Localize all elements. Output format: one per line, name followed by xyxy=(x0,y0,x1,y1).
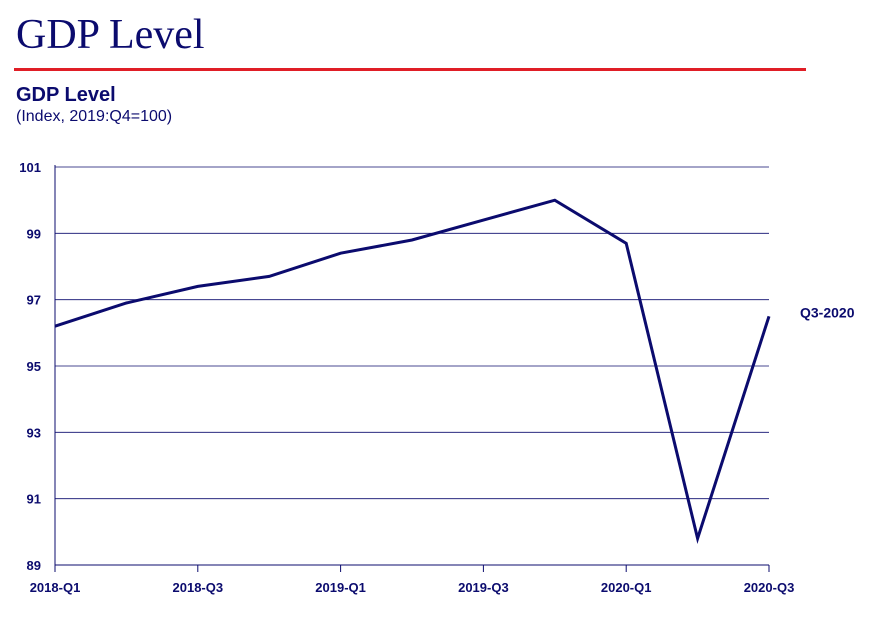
series-group xyxy=(54,198,771,545)
y-tick-labels: 89 91 93 95 97 99 101 xyxy=(19,160,41,573)
x-tick-label-2020-Q1: 2020-Q1 xyxy=(601,580,652,595)
y-tick-label-95: 95 xyxy=(27,359,41,374)
y-tick-label-97: 97 xyxy=(27,293,41,308)
series-line-0 xyxy=(54,198,771,545)
axes xyxy=(54,165,770,572)
chart-subtitle: (Index, 2019:Q4=100) xyxy=(16,108,173,125)
y-tick-label-99: 99 xyxy=(27,226,41,241)
x-tick-label-2018-Q1: 2018-Q1 xyxy=(30,580,81,595)
x-tick-label-2018-Q3: 2018-Q3 xyxy=(173,580,224,595)
y-tick-label-101: 101 xyxy=(19,160,41,175)
x-tick-labels: 2018-Q1 2018-Q3 2019-Q1 2019-Q3 2020-Q1 2020-… xyxy=(30,580,795,595)
y-tick-label-91: 91 xyxy=(27,492,41,507)
annotation-0: Q3-2020 xyxy=(800,304,855,320)
grid-lines xyxy=(55,166,769,500)
title-rule xyxy=(14,68,806,71)
slide-title: GDP Level xyxy=(16,12,205,58)
x-tick-label-2019-Q3: 2019-Q3 xyxy=(458,580,509,595)
x-tick-label-2020-Q3: 2020-Q3 xyxy=(744,580,795,595)
y-tick-label-89: 89 xyxy=(27,558,41,573)
annotations: Q3-2020 xyxy=(800,304,855,320)
y-tick-label-93: 93 xyxy=(27,425,41,440)
chart-title: GDP Level xyxy=(16,84,116,106)
x-tick-label-2019-Q1: 2019-Q1 xyxy=(315,580,366,595)
